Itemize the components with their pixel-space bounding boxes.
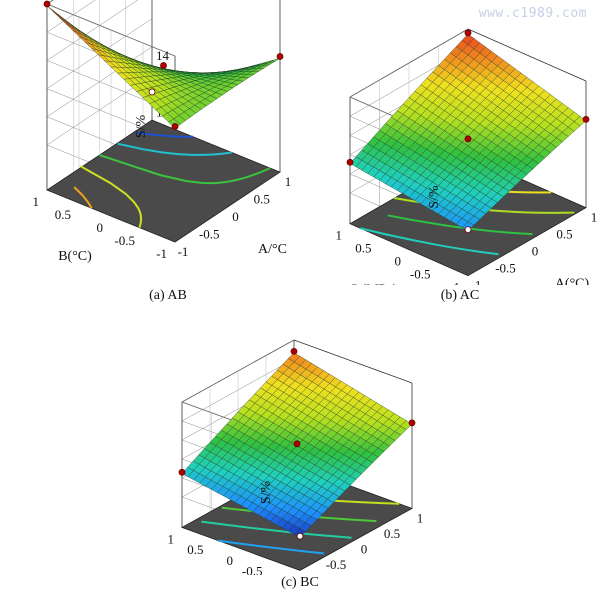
z-tick-label: 14 [156,48,170,63]
design-point [296,532,304,540]
x-tick-label: 0.5 [254,192,270,207]
contour-line [360,227,499,256]
y-axis-title: B(°C) [58,249,92,264]
y-tick-label: -1 [156,246,167,261]
y-tick-label: -1 [449,280,460,285]
contour-line [201,520,352,539]
design-point [160,62,167,69]
surface-mesh [181,352,413,538]
design-point [582,116,590,123]
design-point [43,0,51,8]
x-tick-label: 1 [417,510,424,525]
contour-line [80,165,143,228]
y-tick-label: -0.5 [410,267,431,282]
x-tick-label: 1 [285,174,292,189]
x-axis-title: A/°C [258,242,287,257]
x-tick-label: 0.5 [384,526,400,541]
y-axis-title: C (MPa) [349,283,398,285]
surface-chart-ac: 91011121314-1-0.500.51-1-0.500.51A(°C)C … [336,28,598,285]
y-tick-label: 0.5 [187,542,203,557]
x-axis-title: B(°C) [384,574,418,575]
y-tick-label: 0 [227,553,234,568]
y-tick-label: 1 [33,194,40,209]
y-tick-label: 0 [395,254,402,269]
x-tick-label: -1 [178,244,189,259]
design-point [293,440,301,448]
x-axis-title: A(°C) [555,277,590,285]
floor-plane [46,119,281,243]
y-tick-label: 0 [97,220,104,235]
caption-ab: (a) AB [149,288,187,303]
x-tick-label: 0 [361,541,368,556]
design-point [408,419,416,427]
x-tick-label: 1 [591,210,598,225]
y-tick-label: 0.5 [355,241,371,256]
y-tick-label: 1 [168,531,175,546]
z-axis-title: S/% [427,185,442,209]
x-tick-label: -1 [471,278,482,285]
y-tick-label: 1 [336,228,343,243]
design-point [148,88,156,96]
caption-ac: (b) AC [440,288,480,303]
contour-line [73,186,93,209]
x-tick-label: 0 [232,209,239,224]
design-point [464,29,472,37]
box-top-edge [293,339,413,384]
contour-floor [46,119,281,243]
surface-chart-ab: 91011121314-1-0.500.51-1-0.500.51A/°CB(°… [33,0,292,264]
x-tick-label: -0.5 [199,227,220,242]
y-tick-label: 0.5 [55,207,71,222]
x-tick-label: 0.5 [556,227,572,242]
z-axis-title: S/% [134,114,149,138]
design-point [276,53,284,60]
design-point [464,135,472,143]
surface-mesh [46,5,281,129]
x-tick-label: -0.5 [326,557,347,572]
contour-line [218,539,325,555]
contour-line [99,154,271,185]
surface-mesh [349,33,587,232]
design-point [346,158,354,166]
y-tick-label: -0.5 [114,233,135,248]
x-tick-label: -1 [303,572,314,575]
design-point [290,348,298,355]
caption-bc: (c) BC [281,575,319,590]
z-axis-title: S/% [259,480,274,504]
box-top-edge [467,28,587,82]
y-tick-label: -1 [281,574,292,575]
design-point [178,468,186,476]
contour-line [117,142,232,156]
watermark-text: www.c1989.com [478,6,587,21]
surface-chart-bc: 91011121314-1-0.500.51-1-0.500.51B(°C)C … [168,339,424,575]
contour-line [135,131,194,138]
y-tick-label: -0.5 [242,564,263,575]
x-tick-label: -0.5 [495,261,516,276]
design-point [464,226,472,234]
design-point [171,123,179,130]
x-tick-label: 0 [532,244,539,259]
